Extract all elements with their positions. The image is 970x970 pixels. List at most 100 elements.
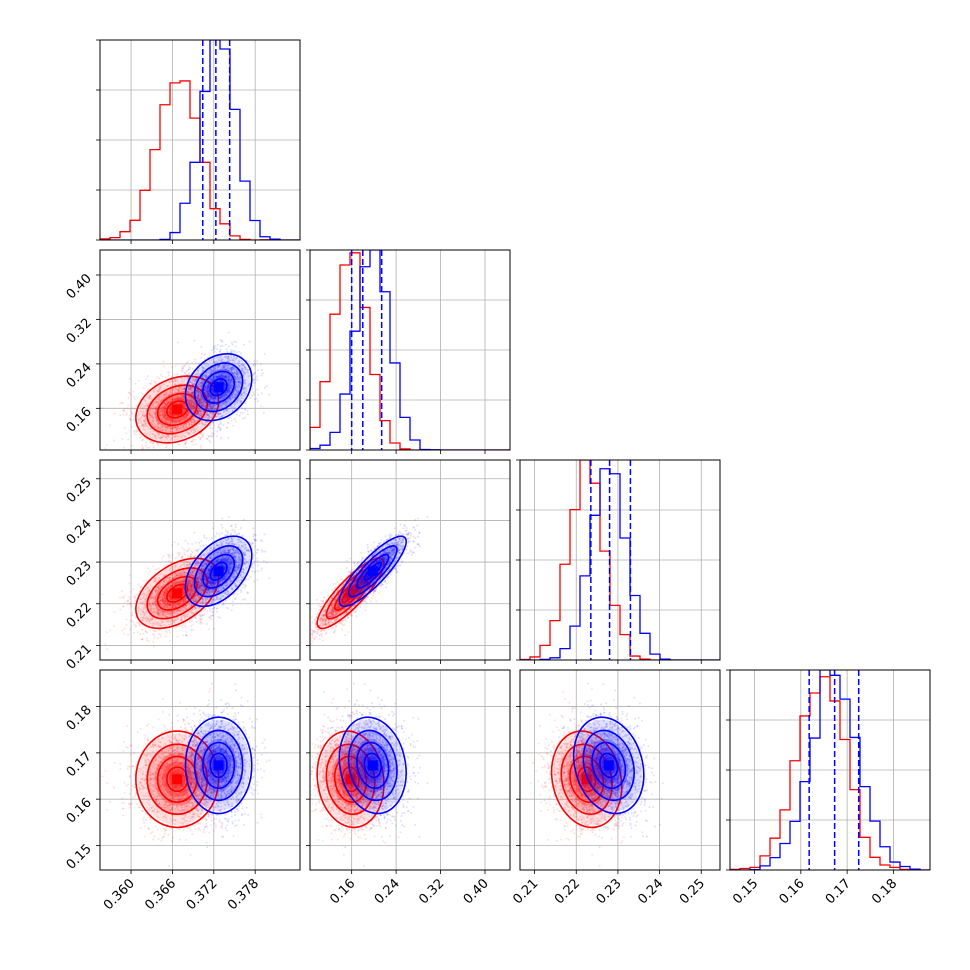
point	[248, 360, 251, 363]
point	[155, 400, 158, 403]
point	[246, 413, 249, 416]
point	[207, 414, 210, 417]
point	[253, 360, 256, 363]
point	[249, 397, 252, 400]
point	[153, 423, 156, 426]
point	[184, 408, 187, 411]
point	[242, 417, 245, 420]
point	[213, 404, 216, 407]
point	[208, 378, 211, 381]
point	[163, 427, 166, 430]
point	[210, 378, 213, 381]
point	[130, 412, 133, 415]
point	[169, 408, 172, 411]
point	[156, 419, 159, 422]
point	[155, 390, 158, 393]
point	[178, 389, 181, 392]
point	[242, 412, 245, 415]
point	[230, 341, 233, 344]
point	[123, 427, 126, 430]
point	[160, 419, 163, 422]
point	[178, 427, 181, 430]
point	[178, 420, 181, 423]
point	[168, 429, 171, 432]
point	[160, 415, 163, 418]
point	[165, 426, 168, 429]
point	[200, 395, 203, 398]
point	[181, 627, 184, 630]
point	[154, 434, 157, 437]
point	[208, 403, 211, 406]
point	[188, 547, 191, 550]
point	[170, 418, 173, 421]
point	[149, 394, 152, 397]
point	[156, 417, 159, 420]
point	[252, 391, 255, 394]
point	[197, 393, 200, 396]
point	[205, 391, 208, 394]
point	[174, 364, 177, 367]
point	[207, 384, 210, 387]
point	[148, 414, 151, 417]
point	[94, 407, 96, 409]
point	[141, 439, 144, 442]
point	[174, 439, 177, 442]
point	[190, 428, 193, 431]
point	[193, 406, 196, 409]
point	[189, 404, 192, 407]
point	[204, 404, 207, 407]
point	[196, 384, 199, 387]
point	[202, 433, 205, 436]
point	[142, 411, 145, 414]
point	[169, 412, 172, 415]
point	[170, 414, 173, 417]
point	[199, 401, 202, 404]
point	[201, 435, 204, 438]
point	[109, 629, 112, 632]
point	[169, 412, 172, 415]
point	[142, 447, 145, 450]
point	[188, 620, 191, 623]
point	[159, 428, 162, 431]
point	[164, 417, 167, 420]
point	[141, 424, 144, 427]
point	[158, 436, 161, 439]
point	[261, 372, 264, 375]
point	[106, 631, 109, 634]
point	[157, 432, 160, 435]
point	[205, 437, 208, 440]
point	[144, 417, 147, 420]
point	[200, 383, 203, 386]
point	[163, 417, 166, 420]
point	[133, 408, 136, 411]
density-peak-b	[213, 382, 224, 393]
point	[180, 398, 183, 401]
point	[205, 373, 208, 376]
point	[199, 410, 202, 413]
point	[221, 345, 224, 348]
point	[196, 409, 199, 412]
point	[159, 411, 162, 414]
point	[125, 413, 128, 416]
point	[184, 441, 187, 444]
point	[175, 421, 178, 424]
point	[164, 402, 167, 405]
point	[160, 436, 163, 439]
point	[133, 430, 136, 433]
point	[146, 393, 149, 396]
point	[145, 446, 148, 449]
point	[202, 401, 205, 404]
point	[194, 419, 197, 422]
point	[180, 391, 183, 394]
point	[173, 373, 176, 376]
density-peak-a	[172, 404, 183, 415]
point	[228, 402, 231, 405]
point	[196, 399, 199, 402]
point	[129, 407, 132, 410]
point	[200, 394, 203, 397]
point	[152, 401, 155, 404]
point	[158, 398, 161, 401]
point	[156, 432, 159, 435]
point	[167, 410, 170, 413]
point	[151, 404, 154, 407]
